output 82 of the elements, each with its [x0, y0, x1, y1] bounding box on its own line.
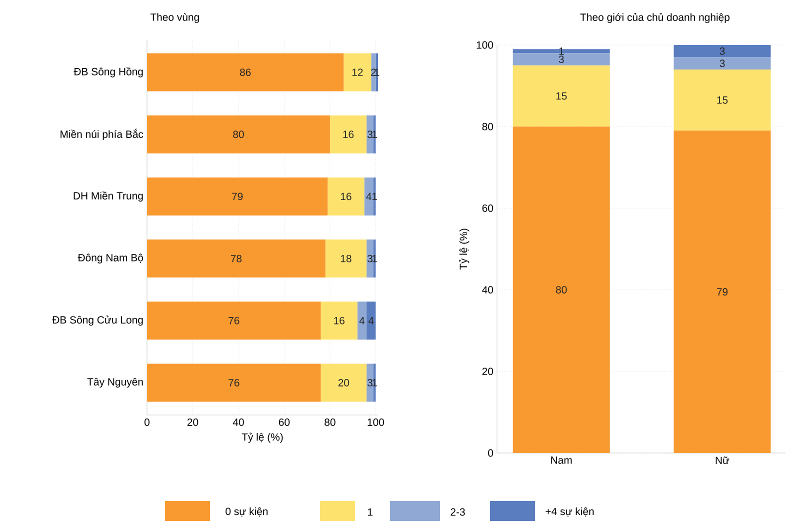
data-label: 76: [228, 379, 240, 386]
y-tick-label: 100: [476, 41, 494, 49]
bar: [366, 302, 376, 340]
x-tick-label: 0: [144, 418, 150, 426]
bar: [371, 53, 376, 92]
bar: [330, 115, 367, 154]
legend-label: 2-3: [450, 508, 465, 516]
data-label: 18: [340, 254, 352, 262]
bar: [366, 240, 374, 278]
bar: [512, 53, 610, 66]
bar: [147, 177, 328, 216]
bar: [147, 240, 326, 278]
data-label: 4: [366, 192, 372, 200]
bar: [344, 53, 372, 92]
data-label: 20: [338, 379, 350, 386]
data-label: 3: [367, 130, 372, 138]
y-tick-label: 80: [482, 122, 494, 130]
bar: [512, 65, 610, 127]
legend-label: +4 sự kiện: [546, 507, 594, 517]
bar: [674, 57, 771, 70]
y-tick-label: ĐB Sông Cửu Long: [52, 316, 143, 326]
data-label: 3: [367, 379, 372, 386]
x-axis-title: Tỷ lệ (%): [242, 432, 283, 443]
bar: [512, 49, 610, 54]
data-label: 80: [233, 130, 244, 138]
chart-title: Theo vùng: [150, 13, 199, 23]
x-tick-label: Nam: [551, 456, 572, 464]
x-tick-label: 40: [232, 418, 244, 426]
bar: [147, 364, 321, 402]
data-label: 86: [240, 68, 251, 76]
x-tick-label: Nữ: [716, 456, 730, 464]
y-tick-label: 20: [482, 368, 494, 376]
data-label: 3: [720, 47, 725, 55]
bar: [364, 177, 374, 216]
y-tick-label: Tây Nguyên: [87, 378, 143, 388]
bar: [366, 115, 374, 154]
bar: [674, 69, 771, 131]
data-label: 1: [559, 48, 564, 55]
y-axis-title: Tỷ lệ (%): [459, 228, 470, 270]
bar: [366, 364, 374, 402]
bar: [147, 53, 344, 92]
data-label: 16: [334, 316, 344, 324]
bar: [512, 126, 610, 453]
bar: [325, 240, 367, 278]
data-label: 16: [340, 192, 352, 200]
y-tick-label: 40: [482, 286, 494, 294]
data-label: 15: [556, 92, 567, 100]
y-tick-label: 60: [482, 204, 494, 212]
y-tick-label: Đông Nam Bộ: [78, 254, 144, 264]
x-tick-label: 100: [368, 418, 384, 426]
data-label: 4: [359, 317, 365, 324]
bar: [320, 302, 358, 340]
data-label: 3: [367, 254, 372, 262]
data-label: 3: [558, 56, 564, 63]
data-label: 4: [368, 317, 374, 324]
data-label: 79: [716, 288, 728, 296]
legend-label: 0 sự kiện: [226, 507, 268, 517]
bar: [357, 302, 367, 340]
bar: [674, 130, 771, 453]
data-label: 79: [232, 192, 243, 200]
data-label: 80: [556, 286, 567, 294]
x-tick-label: 60: [278, 418, 290, 426]
data-label: 15: [717, 96, 728, 104]
x-tick-label: 80: [324, 418, 336, 426]
y-tick-label: ĐB Sông Hồng: [74, 67, 143, 78]
bar: [674, 44, 771, 58]
y-tick-label: Miền núi phía Bắc: [60, 128, 144, 140]
bar: [320, 364, 367, 402]
y-tick-label: DH Miền Trung: [74, 191, 143, 202]
bar: [328, 177, 364, 216]
x-tick-label: 20: [187, 418, 198, 426]
data-label: 16: [343, 130, 354, 138]
data-label: 3: [720, 60, 725, 68]
legend-label: 1: [368, 508, 372, 516]
data-label: 12: [352, 68, 363, 76]
y-tick-label: 0: [488, 449, 494, 457]
bar: [147, 115, 330, 154]
data-label: 2: [371, 68, 376, 76]
chart-title: Theo giới của chủ doanh nghiệp: [580, 12, 730, 24]
data-label: 76: [228, 316, 240, 324]
data-label: 78: [230, 254, 242, 262]
bar: [147, 302, 321, 340]
